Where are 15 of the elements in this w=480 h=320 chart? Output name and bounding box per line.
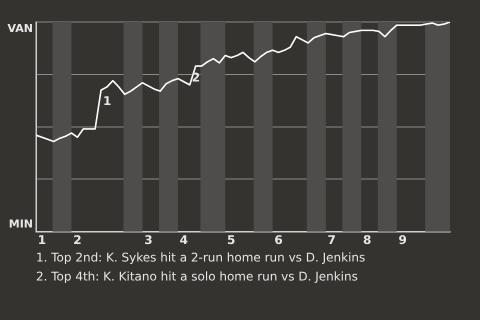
x-tick-label: 5 [226, 232, 236, 247]
annotation: 1 [103, 94, 112, 108]
text: VAN [8, 22, 33, 35]
x-tick-label: 7 [328, 232, 336, 247]
x-tick-label: 2 [73, 232, 82, 247]
text: 1. Top 2nd: K. Sykes hit a 2-run home run vs D. Jenkins [36, 250, 366, 265]
x-tick-label: 9 [398, 232, 407, 247]
x-tick-label: 1 [38, 232, 46, 247]
x-tick-label: 6 [274, 232, 283, 247]
text: 2. Top 4th: K. Kitano hit a solo home run vs D. Jenkins [36, 270, 358, 284]
x-tick-label: 4 [180, 232, 188, 247]
annotation: 2 [192, 70, 200, 85]
text: MIN [8, 217, 33, 230]
x-tick-label: 3 [144, 232, 153, 247]
x-tick-label: 8 [363, 232, 372, 247]
